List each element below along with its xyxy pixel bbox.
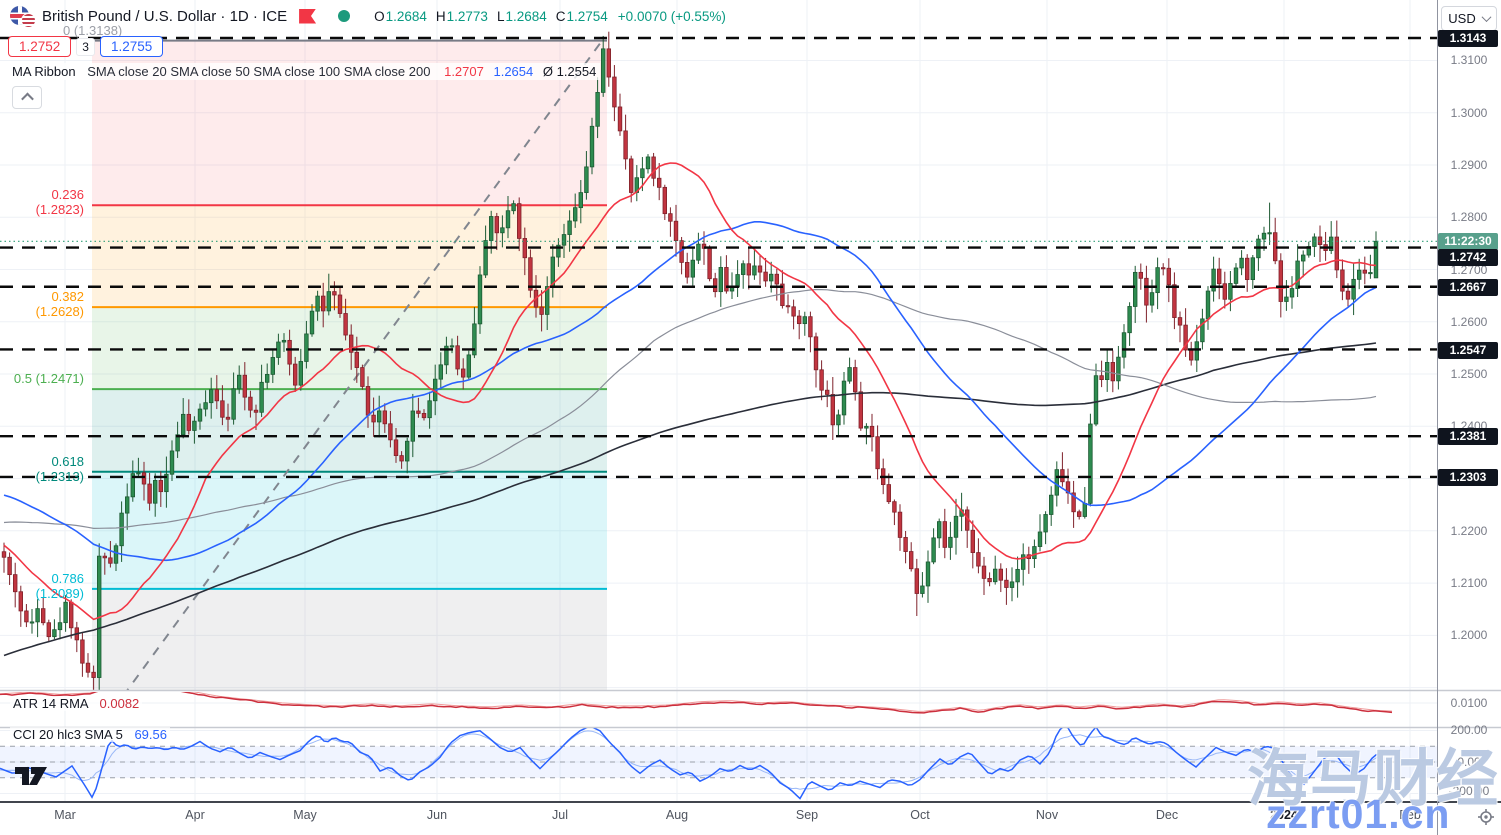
trade-panel: 1.2752 3 1.2755 bbox=[8, 36, 164, 57]
sma-average-value: Ø 1.2554 bbox=[542, 64, 597, 79]
fib-level-label: 0.236 (1.2823) bbox=[35, 187, 84, 218]
time-axis-label[interactable]: Feb bbox=[1399, 808, 1421, 822]
bar-countdown-badge[interactable]: 11:22:30 bbox=[1438, 233, 1498, 250]
price-scale-label: 1.2700 bbox=[1450, 263, 1488, 277]
price-scale-label: 1.3000 bbox=[1450, 106, 1488, 120]
price-scale[interactable]: USD 1.3100 1.3000 1.2900 1.2800 1.2700 1.2600… bbox=[1437, 0, 1501, 835]
time-axis-label[interactable]: Dec bbox=[1155, 808, 1179, 822]
settings-gear-icon[interactable] bbox=[1477, 808, 1495, 826]
chart-header: British Pound / U.S. Dollar · 1D · ICE O… bbox=[10, 5, 726, 28]
watermark-url: zzrt01.cn bbox=[1266, 791, 1451, 835]
fib-level-0-label: 0 (1.3138) bbox=[63, 23, 123, 38]
price-scale-label: 1.2800 bbox=[1450, 210, 1488, 224]
watermark-cn: 海马财经 bbox=[1247, 745, 1500, 814]
price-scale-label: 1.2000 bbox=[1450, 628, 1488, 642]
price-level-badge[interactable]: 1.2381 bbox=[1438, 428, 1498, 445]
atr-value: 0.0082 bbox=[99, 696, 140, 711]
price-scale-label: 1.2600 bbox=[1450, 315, 1488, 329]
atr-line bbox=[0, 692, 1393, 714]
spread-value: 3 bbox=[76, 37, 95, 56]
price-level-badge[interactable]: 1.2667 bbox=[1438, 279, 1498, 296]
fib-level-label: 0.618 (1.2313) bbox=[35, 453, 84, 484]
cci-scale-label: 200.00 bbox=[1450, 723, 1488, 737]
currency-dropdown[interactable]: USD bbox=[1441, 6, 1497, 31]
sma-lines bbox=[3, 162, 1377, 657]
cci-label: CCI 20 hlc3 SMA 5 bbox=[13, 727, 123, 742]
collapse-legend-button[interactable] bbox=[12, 86, 42, 109]
sma20-value: 1.2707 bbox=[444, 64, 484, 79]
atr-legend[interactable]: ATR 14 RMA 0.0082 bbox=[10, 696, 143, 711]
sma50-value: 1.2654 bbox=[493, 64, 534, 79]
price-level-badge[interactable]: 1.2742 bbox=[1438, 249, 1498, 266]
price-scale-label: 1.2200 bbox=[1450, 524, 1488, 538]
low-value: 1.2684 bbox=[505, 8, 547, 24]
time-axis-label[interactable]: Jun bbox=[426, 808, 448, 822]
cci-legend[interactable]: CCI 20 hlc3 SMA 5 69.56 bbox=[10, 727, 170, 742]
change-value: +0.0070 (+0.55%) bbox=[617, 8, 726, 24]
candles bbox=[1, 31, 1379, 690]
time-axis-label[interactable]: Jul bbox=[552, 808, 568, 822]
time-axis-label[interactable]: Mar bbox=[54, 808, 76, 822]
market-status-dot-icon[interactable] bbox=[338, 10, 351, 22]
gbpusd-pair-flag-icon bbox=[10, 5, 36, 28]
time-axis-label[interactable]: Sep bbox=[795, 808, 819, 822]
ohlc-values: O1.2684 H1.2773 L1.2684 C1.2754 +0.0070 … bbox=[374, 9, 726, 24]
high-value: 1.2773 bbox=[446, 8, 488, 24]
time-axis-label[interactable]: Apr bbox=[185, 808, 205, 822]
price-level-badge[interactable]: 1.2303 bbox=[1438, 469, 1498, 486]
atr-scale-label: 0.0100 bbox=[1450, 696, 1488, 710]
close-value: 1.2754 bbox=[566, 8, 608, 24]
fib-level-label: 0.786 (1.2089) bbox=[35, 570, 84, 601]
cci-line bbox=[0, 728, 1385, 800]
cci-scale-label: -200.00 bbox=[1448, 784, 1490, 798]
fib-level-label: 0.382 (1.2628) bbox=[35, 289, 84, 320]
time-axis-label[interactable]: May bbox=[293, 808, 317, 822]
currency-label: USD bbox=[1448, 11, 1476, 26]
close-label: C bbox=[555, 8, 566, 24]
high-label: H bbox=[435, 8, 446, 24]
price-scale-label: 1.2900 bbox=[1450, 158, 1488, 172]
ma-ribbon-legend[interactable]: MA Ribbon SMA close 20 SMA close 50 SMA … bbox=[8, 63, 601, 80]
ma-ribbon-params: SMA close 20 SMA close 50 SMA close 100 … bbox=[87, 64, 431, 79]
atr-label: ATR 14 RMA bbox=[13, 696, 88, 711]
symbol-title[interactable]: British Pound / U.S. Dollar · 1D · ICE bbox=[42, 7, 288, 25]
buy-button[interactable]: 1.2755 bbox=[99, 36, 164, 57]
cci-scale-label: 0.00 bbox=[1457, 755, 1481, 769]
time-axis-label[interactable]: 2024 bbox=[1270, 808, 1298, 822]
low-label: L bbox=[496, 8, 505, 24]
price-scale-label: 1.3100 bbox=[1450, 53, 1488, 67]
price-scale-label: 1.2500 bbox=[1450, 367, 1488, 381]
price-scale-label: 1.2100 bbox=[1450, 576, 1488, 590]
price-level-badge[interactable]: 1.3143 bbox=[1438, 30, 1498, 47]
ma-ribbon-title: MA Ribbon bbox=[12, 64, 76, 79]
fib-level-label: 0.5 (1.2471) bbox=[13, 371, 84, 387]
chevron-down-icon bbox=[1481, 12, 1492, 23]
open-value: 1.2684 bbox=[385, 8, 427, 24]
cci-value: 69.56 bbox=[134, 727, 167, 742]
time-axis-label[interactable]: Oct bbox=[910, 808, 930, 822]
time-axis-label[interactable]: Aug bbox=[665, 808, 689, 822]
chevron-up-icon bbox=[20, 92, 34, 106]
flag-marker-icon[interactable] bbox=[299, 8, 317, 24]
price-level-badge[interactable]: 1.2547 bbox=[1438, 342, 1498, 359]
open-label: O bbox=[374, 8, 385, 24]
time-axis-label[interactable]: Nov bbox=[1035, 808, 1059, 822]
sell-button[interactable]: 1.2752 bbox=[8, 36, 72, 57]
tradingview-logo-icon[interactable] bbox=[14, 764, 50, 786]
